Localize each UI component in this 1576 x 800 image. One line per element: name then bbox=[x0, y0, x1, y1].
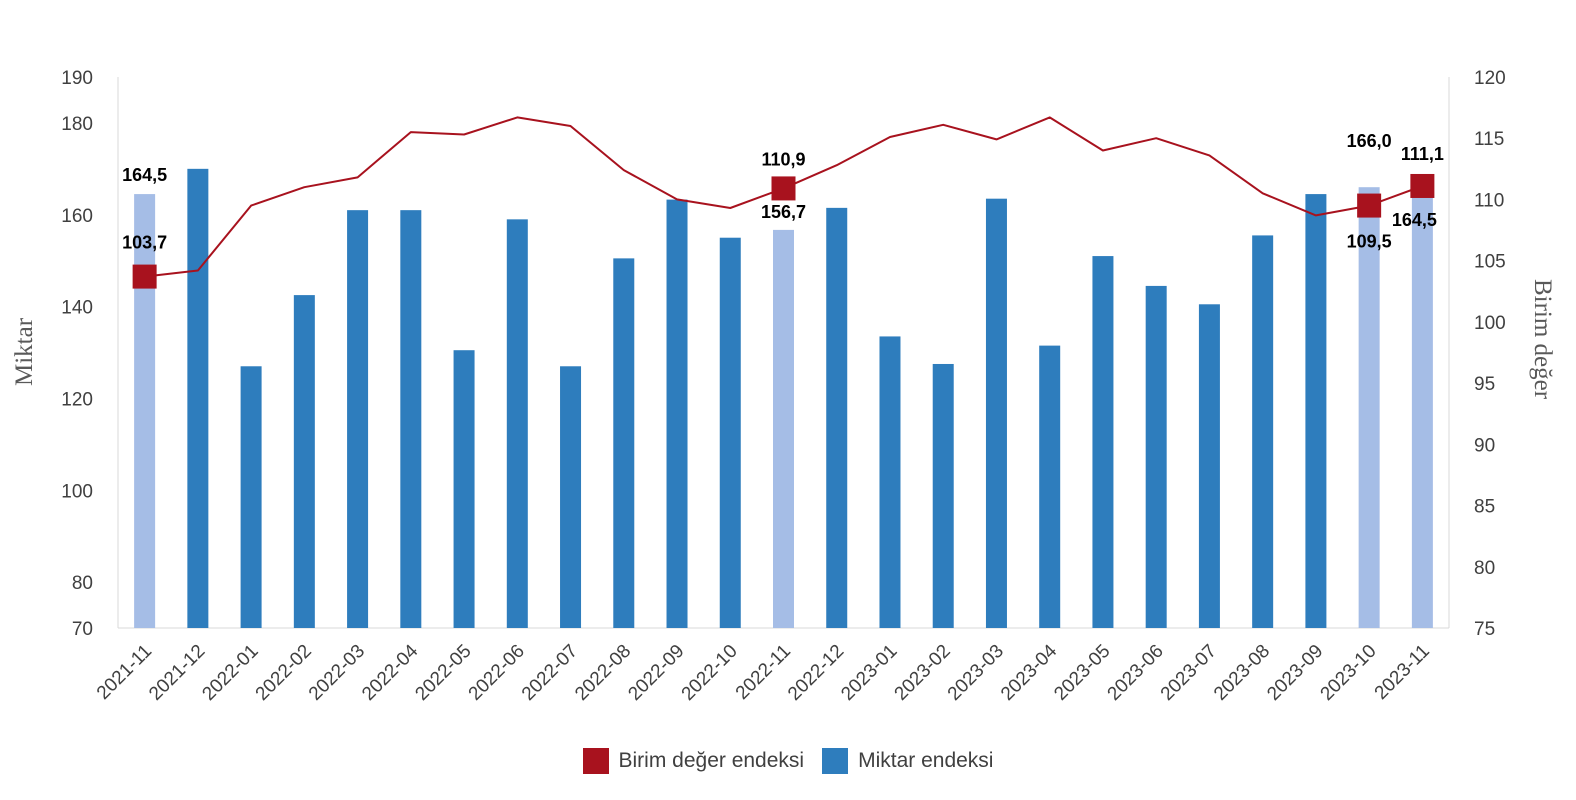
y-tick-label: 70 bbox=[72, 619, 93, 640]
bar bbox=[985, 198, 1007, 628]
bar bbox=[1145, 285, 1167, 628]
data-label: 111,1 bbox=[1401, 144, 1444, 164]
x-tick-label: 2022-04 bbox=[358, 640, 422, 704]
y2-tick-label: 100 bbox=[1474, 313, 1506, 334]
data-label: 156,7 bbox=[761, 202, 806, 222]
data-label: 164,5 bbox=[1392, 210, 1437, 230]
x-tick-label: 2023-04 bbox=[997, 640, 1061, 704]
x-tick-label: 2023-06 bbox=[1104, 641, 1168, 705]
x-tick-label: 2023-11 bbox=[1371, 641, 1434, 704]
x-tick-label: 2022-06 bbox=[465, 641, 529, 705]
x-tick-label: 2023-02 bbox=[891, 641, 955, 705]
y2-tick-label: 95 bbox=[1474, 374, 1495, 395]
bar bbox=[560, 366, 582, 628]
y-tick-label: 140 bbox=[61, 298, 93, 319]
line-marker bbox=[1410, 173, 1435, 198]
legend-item-unit-value: Birim değer endeksi bbox=[582, 748, 805, 774]
x-tick-label: 2022-07 bbox=[518, 641, 582, 705]
line-marker bbox=[1357, 193, 1382, 218]
y-tick-label: 160 bbox=[61, 206, 93, 227]
y-tick-label: 80 bbox=[72, 573, 93, 594]
y-tick-label: 180 bbox=[61, 114, 93, 135]
y-tick-label: 190 bbox=[61, 68, 93, 89]
x-tick-label: 2022-08 bbox=[571, 641, 635, 705]
bar bbox=[932, 363, 954, 628]
y2-tick-label: 85 bbox=[1474, 497, 1495, 518]
bar bbox=[719, 237, 741, 629]
bar bbox=[1305, 194, 1327, 628]
x-tick-label: 2021-11 bbox=[93, 641, 156, 704]
y2-tick-label: 105 bbox=[1474, 252, 1506, 273]
bar bbox=[134, 194, 156, 628]
x-tick-label: 2021-12 bbox=[145, 641, 209, 705]
bar bbox=[1252, 235, 1274, 628]
bar bbox=[613, 258, 635, 628]
data-label: 110,9 bbox=[761, 149, 805, 169]
bar bbox=[293, 295, 315, 628]
legend-swatch-unit-value bbox=[582, 748, 609, 774]
bar bbox=[666, 199, 688, 628]
x-tick-label: 2023-01 bbox=[837, 641, 901, 705]
y2-tick-label: 75 bbox=[1474, 619, 1495, 640]
bar bbox=[400, 210, 422, 629]
line-marker bbox=[771, 176, 796, 201]
y-axis-title: Miktar bbox=[11, 317, 38, 386]
bar bbox=[1358, 187, 1380, 628]
bar bbox=[347, 210, 369, 629]
legend-label-unit-value: Birim değer endeksi bbox=[618, 749, 805, 772]
x-tick-label: 2022-09 bbox=[624, 641, 688, 705]
legend-item-quantity: Miktar endeksi bbox=[822, 748, 993, 774]
bar bbox=[1411, 194, 1433, 628]
y2-tick-label: 110 bbox=[1474, 190, 1504, 211]
data-label: 103,7 bbox=[122, 233, 167, 253]
bar bbox=[826, 207, 848, 629]
x-tick-label: 2023-05 bbox=[1050, 641, 1114, 705]
x-tick-label: 2023-03 bbox=[944, 641, 1008, 705]
data-label: 164,5 bbox=[122, 165, 167, 185]
y-tick-label: 100 bbox=[61, 481, 93, 502]
x-tick-label: 2022-01 bbox=[198, 641, 262, 705]
y2-tick-label: 120 bbox=[1474, 68, 1506, 89]
x-tick-label: 2023-07 bbox=[1157, 641, 1221, 705]
legend-swatch-quantity bbox=[822, 748, 849, 774]
bar bbox=[1039, 345, 1061, 628]
bar bbox=[453, 350, 475, 628]
x-tick-label: 2023-09 bbox=[1263, 641, 1327, 705]
bar bbox=[240, 366, 262, 628]
line-marker bbox=[132, 264, 157, 289]
bar bbox=[879, 336, 901, 628]
y2-axis-title: Birim değer bbox=[1529, 279, 1556, 400]
x-tick-label: 2022-11 bbox=[732, 641, 795, 704]
y2-tick-label: 80 bbox=[1474, 558, 1495, 579]
bar bbox=[1198, 304, 1220, 628]
x-tick-label: 2022-05 bbox=[411, 641, 475, 705]
x-tick-label: 2022-12 bbox=[784, 641, 848, 705]
x-tick-label: 2023-10 bbox=[1317, 641, 1381, 705]
bar bbox=[1092, 256, 1114, 628]
legend-label-quantity: Miktar endeksi bbox=[858, 749, 994, 772]
y2-tick-label: 90 bbox=[1474, 435, 1495, 456]
data-label: 166,0 bbox=[1347, 131, 1392, 151]
bar bbox=[187, 168, 209, 629]
line-markers bbox=[132, 173, 1435, 289]
bars bbox=[134, 168, 1433, 629]
data-labels: 164,5 103,7 110,9 156,7 166,0 109,5 111,1 164,5 bbox=[122, 131, 1444, 252]
x-tick-label: 2023-08 bbox=[1210, 641, 1274, 705]
bar bbox=[773, 229, 794, 628]
data-label: 109,5 bbox=[1347, 232, 1392, 252]
x-tick-label: 2022-10 bbox=[678, 641, 742, 705]
y-tick-label: 120 bbox=[61, 389, 93, 410]
x-tick-label: 2022-02 bbox=[252, 641, 316, 705]
bar bbox=[506, 219, 528, 628]
y2-tick-label: 115 bbox=[1474, 129, 1504, 150]
x-tick-label: 2022-03 bbox=[305, 641, 369, 705]
legend: Birim değer endeksi Miktar endeksi bbox=[0, 748, 1576, 774]
